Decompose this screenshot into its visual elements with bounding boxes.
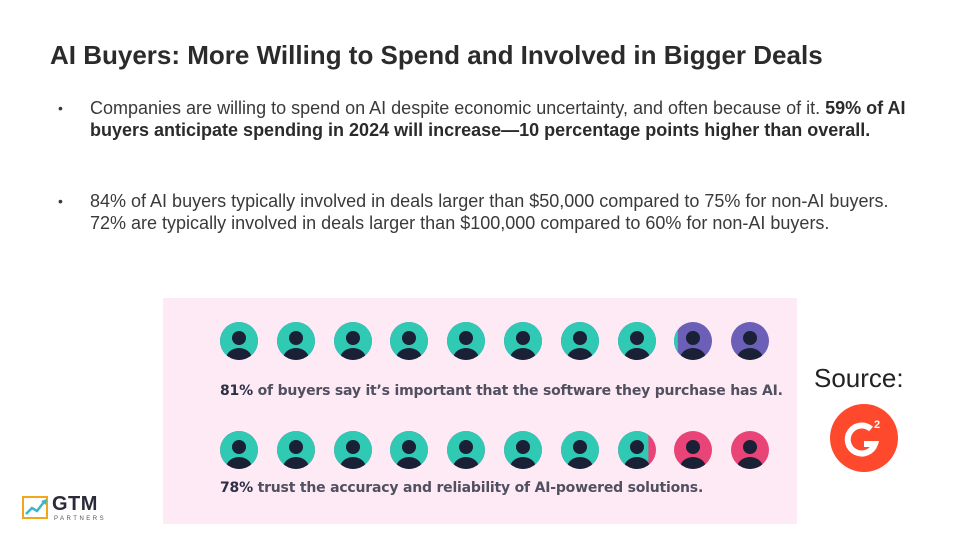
stat-text: trust the accuracy and reliability of AI…: [252, 480, 704, 496]
person-icon: [731, 322, 770, 360]
stat-percent: 78%: [220, 480, 253, 496]
person-icon: [503, 431, 542, 469]
person-icon: [731, 431, 770, 469]
person-icon: [390, 322, 429, 360]
stat-caption-ai-trust: 78% trust the accuracy and reliability o…: [220, 480, 703, 496]
bullet-deals-text: 84% of AI buyers typically involved in d…: [90, 191, 889, 233]
g2-logo-icon: 2: [830, 404, 898, 472]
person-icon: [333, 431, 372, 469]
stat-caption-ai-importance: 81% of buyers say it’s important that th…: [220, 383, 783, 399]
bullet-deals: • 84% of AI buyers typically involved in…: [58, 190, 918, 234]
person-icon: [617, 322, 656, 360]
person-row-ai-importance: [220, 322, 770, 360]
person-icon: [674, 431, 713, 469]
bullet-spend-text: Companies are willing to spend on AI des…: [90, 98, 826, 118]
person-row-ai-trust: [220, 431, 770, 469]
person-icon: [503, 322, 542, 360]
person-icon: [220, 322, 258, 360]
stat-percent: 81%: [220, 383, 253, 399]
bullet-dot-icon: •: [58, 193, 63, 209]
person-icon: [276, 322, 315, 360]
chart-trend-icon: [22, 496, 48, 519]
person-icon: [447, 322, 486, 360]
stat-text: of buyers say it’s important that the so…: [252, 383, 783, 399]
person-icon: [560, 431, 599, 469]
person-icon: [220, 431, 258, 469]
source-label: Source:: [814, 363, 904, 393]
person-icon: [333, 322, 372, 360]
person-icon: [560, 322, 599, 360]
slide-title: AI Buyers: More Willing to Spend and Inv…: [50, 40, 823, 70]
svg-text:2: 2: [874, 419, 880, 431]
bullet-spend-highlight: 59% of AI buyers anticipate spending in …: [90, 98, 906, 140]
gtm-logo-text: GTM: [52, 493, 98, 515]
bullet-dot-icon: •: [58, 100, 63, 116]
bullet-spend: • Companies are willing to spend on AI d…: [58, 97, 918, 141]
person-icon: [617, 431, 656, 469]
bullet-list: • Companies are willing to spend on AI d…: [58, 97, 918, 234]
buyers-infographic: 81% of buyers say it’s important that th…: [163, 298, 797, 524]
gtm-logo-subtext: PARTNERS: [54, 516, 107, 522]
gtm-partners-logo: GTM PARTNERS: [22, 493, 114, 528]
person-icon: [276, 431, 315, 469]
person-icon: [447, 431, 486, 469]
person-icon: [390, 431, 429, 469]
person-icon: [674, 322, 713, 360]
